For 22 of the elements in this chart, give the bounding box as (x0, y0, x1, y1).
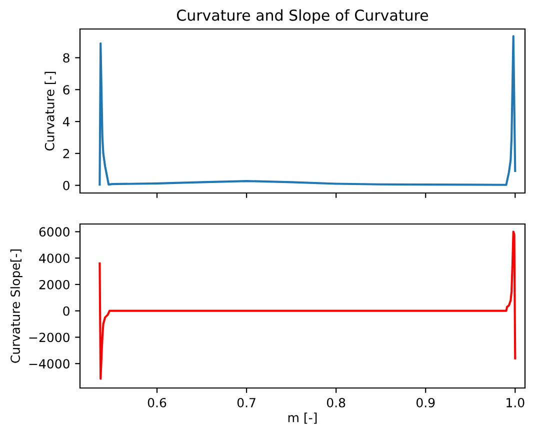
y-axis-title: Curvature Slope[-] (10, 250, 22, 363)
x-tick-label: 0.8 (326, 398, 346, 408)
y-tick-label: 4 (62, 117, 70, 126)
chart-title: Curvature and Slope of Curvature (176, 9, 428, 24)
y-tick-label: −4000 (29, 359, 70, 369)
y-tick-label: 6 (63, 85, 70, 95)
y-tick-label: 0 (63, 180, 70, 190)
x-tick-label: 0.6 (148, 398, 166, 408)
x-tick-label: 1.0 (506, 398, 524, 408)
line-series (98, 35, 516, 186)
line-series (98, 230, 516, 380)
y-tick-label: −2000 (29, 332, 70, 342)
y-tick-label: 6000 (39, 227, 70, 237)
x-tick-label: 0.9 (416, 398, 435, 408)
y-tick-label: 0 (63, 306, 70, 316)
y-tick-label: 2000 (39, 280, 70, 290)
y-tick-label: 4000 (39, 254, 70, 264)
x-axis-title: m [-] (288, 412, 317, 424)
y-tick-label: 8 (63, 53, 70, 63)
y-tick-label: 2 (63, 148, 70, 158)
y-axis-title: Curvature [-] (44, 72, 56, 151)
x-tick-label: 0.7 (237, 398, 256, 408)
